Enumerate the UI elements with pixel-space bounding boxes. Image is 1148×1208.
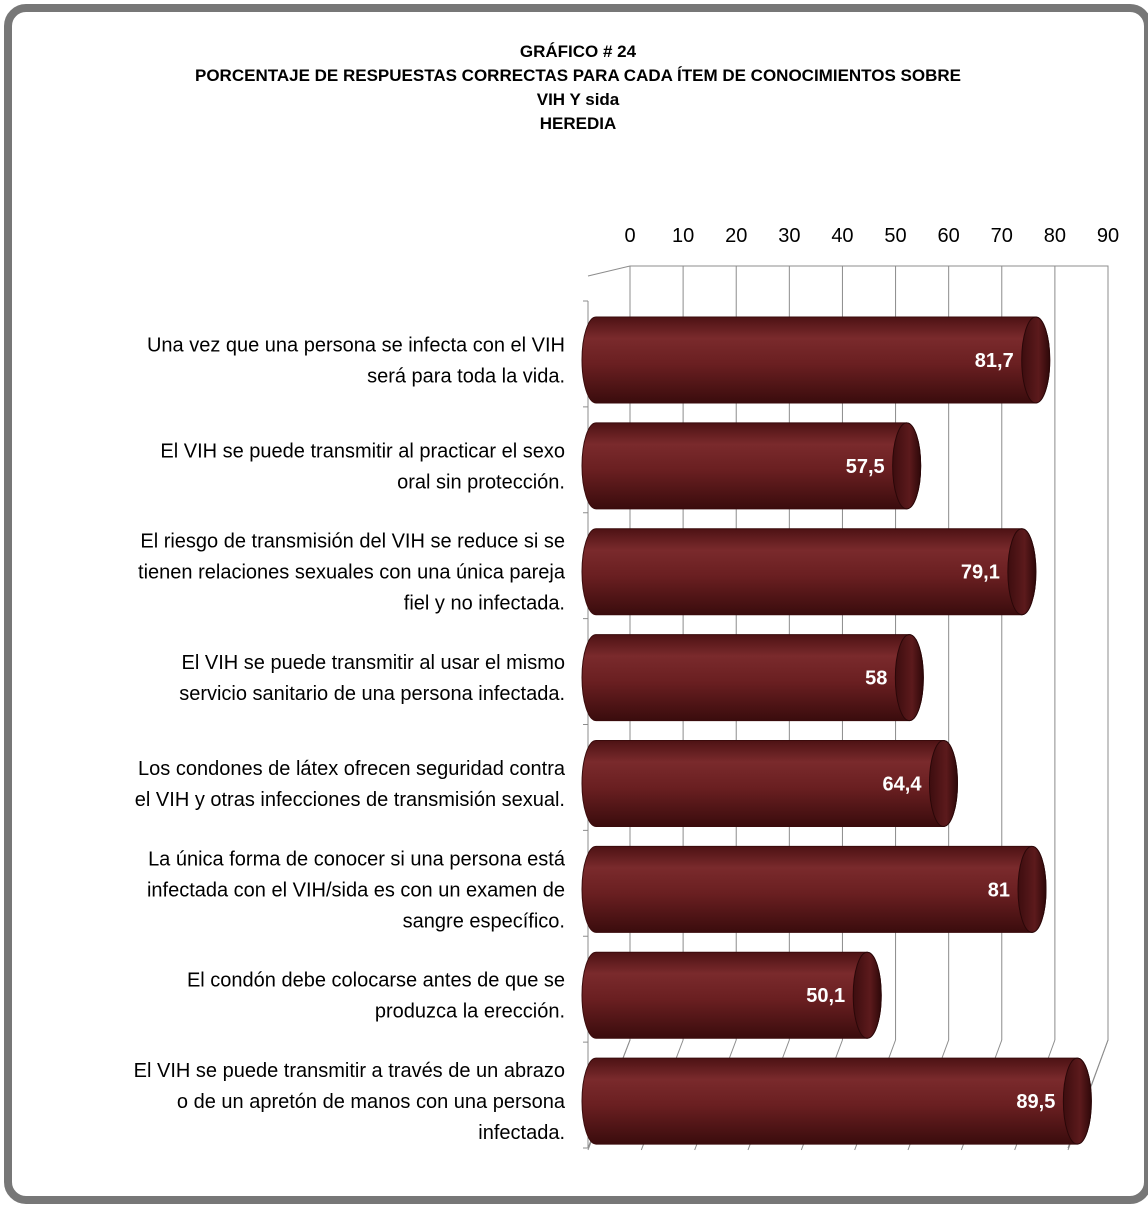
category-label-line: servicio sanitario de una persona infect…	[179, 683, 565, 705]
category-label-line: El VIH se puede transmitir a través de u…	[134, 1060, 565, 1082]
bar-cap	[1062, 1057, 1092, 1145]
data-label: 81	[988, 879, 1010, 901]
category-label: El condón debe colocarse antes de que se…	[187, 970, 565, 1023]
category-label-line: el VIH y otras infecciones de transmisió…	[135, 789, 565, 811]
category-label-line: sangre específico.	[403, 910, 565, 932]
category-label: El riesgo de transmisión del VIH se redu…	[138, 531, 566, 615]
chart-title: GRÁFICO # 24 PORCENTAJE DE RESPUESTAS CO…	[12, 40, 1144, 136]
category-label-line: tienen relaciones sexuales con una única…	[138, 562, 566, 584]
category-label: Los condones de látex ofrecen seguridad …	[135, 758, 566, 811]
category-label-line: oral sin protección.	[397, 471, 565, 493]
bar-cap	[894, 634, 924, 722]
bar	[581, 739, 958, 827]
category-label-line: será para toda la vida.	[367, 365, 565, 387]
title-line-2: PORCENTAJE DE RESPUESTAS CORRECTAS PARA …	[194, 66, 961, 85]
data-label: 89,5	[1016, 1091, 1055, 1113]
bar-cap	[928, 739, 958, 827]
chart-frame: GRÁFICO # 24 PORCENTAJE DE RESPUESTAS CO…	[4, 4, 1148, 1204]
bar-cap	[1017, 845, 1047, 933]
category-label-line: El condón debe colocarse antes de que se	[187, 970, 565, 992]
tick-label: 70	[991, 225, 1013, 247]
title-line-3: VIH Y sida	[536, 90, 620, 109]
title-line-4: HEREDIA	[539, 114, 617, 133]
bar-cap	[1021, 316, 1051, 404]
bar-cap	[1007, 528, 1037, 616]
data-label: 57,5	[846, 456, 885, 478]
category-label-line: produzca la erección.	[375, 1001, 565, 1023]
category-label-line: infectada con el VIH/sida es con un exam…	[147, 879, 565, 901]
category-label-line: El VIH se puede transmitir al practicar …	[160, 440, 565, 462]
bar	[581, 845, 1047, 933]
title-line-1: GRÁFICO # 24	[519, 42, 637, 61]
bar	[581, 422, 922, 510]
category-label: La única forma de conocer si una persona…	[147, 848, 566, 932]
bar	[581, 528, 1037, 616]
category-label-line: El riesgo de transmisión del VIH se redu…	[140, 531, 565, 553]
category-label: El VIH se puede transmitir a través de u…	[134, 1060, 566, 1144]
tick-label: 60	[938, 225, 960, 247]
category-label: El VIH se puede transmitir al practicar …	[160, 440, 565, 493]
category-label: El VIH se puede transmitir al usar el mi…	[179, 652, 565, 705]
tick-label: 30	[778, 225, 800, 247]
category-label-line: infectada.	[478, 1122, 565, 1144]
data-label: 64,4	[883, 773, 923, 795]
bar	[581, 1057, 1092, 1145]
category-label-line: La única forma de conocer si una persona…	[148, 848, 566, 870]
data-label: 58	[865, 668, 887, 690]
bar-cap	[892, 422, 922, 510]
category-label: Una vez que una persona se infecta con e…	[147, 334, 565, 387]
tick-label: 50	[884, 225, 906, 247]
tick-label: 0	[624, 225, 635, 247]
tick-label: 40	[831, 225, 853, 247]
tick-label: 10	[672, 225, 694, 247]
data-label: 79,1	[961, 562, 1000, 584]
tick-label: 20	[725, 225, 747, 247]
bar	[581, 951, 882, 1039]
bar-body	[581, 845, 1047, 933]
bar	[581, 634, 924, 722]
tick-label: 90	[1097, 225, 1119, 247]
bar-chart: 0 10 20 30 40 50 60 70 80 90 81,7 Una vez que una p…	[134, 225, 1119, 1151]
data-label: 81,7	[975, 350, 1014, 372]
category-label-line: o de un apretón de manos con una persona	[177, 1091, 566, 1113]
data-label: 50,1	[806, 985, 845, 1007]
category-label-line: Los condones de látex ofrecen seguridad …	[138, 758, 566, 780]
tick-label: 80	[1044, 225, 1066, 247]
category-label-line: El VIH se puede transmitir al usar el mi…	[182, 652, 565, 674]
category-label-line: Una vez que una persona se infecta con e…	[147, 334, 565, 356]
bar-body	[581, 1057, 1092, 1145]
bar	[581, 316, 1051, 404]
category-label-line: fiel y no infectada.	[404, 593, 565, 615]
bar-cap	[852, 951, 882, 1039]
